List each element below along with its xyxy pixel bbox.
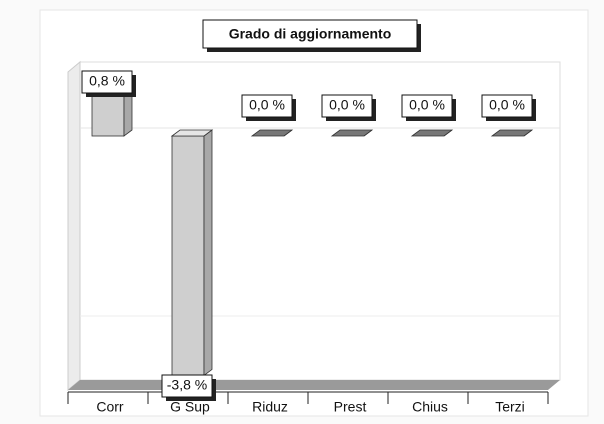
bar-side <box>203 129 213 377</box>
side-wall <box>67 60 81 392</box>
x-tick-label: Prest <box>334 399 367 415</box>
value-label: 0,0 % <box>489 97 525 113</box>
x-tick-label: G Sup <box>170 399 210 415</box>
x-tick-label: Corr <box>96 399 124 415</box>
title-box <box>202 19 418 49</box>
chart-title: Grado di aggiornamento <box>229 26 392 42</box>
label-box <box>241 94 293 118</box>
label-box <box>481 94 533 118</box>
x-tick-label: Terzi <box>495 399 525 415</box>
value-label: 0,0 % <box>329 97 365 113</box>
value-label: 0,0 % <box>409 97 445 113</box>
floor <box>68 380 560 390</box>
bar-top <box>490 129 534 137</box>
x-tick-label: Chius <box>412 399 448 415</box>
value-label: -3,8 % <box>167 377 207 393</box>
bar-top <box>330 129 374 137</box>
bar-top <box>250 129 294 137</box>
bar-top <box>170 129 214 137</box>
label-box <box>321 94 373 118</box>
back-wall <box>79 61 561 381</box>
label-box <box>81 70 133 94</box>
value-label: 0,0 % <box>249 97 285 113</box>
label-box <box>161 374 213 398</box>
value-label: 0,8 % <box>89 73 125 89</box>
x-tick-label: Riduz <box>252 399 288 415</box>
bar <box>171 135 205 376</box>
bar-top <box>410 129 454 137</box>
label-box <box>401 94 453 118</box>
